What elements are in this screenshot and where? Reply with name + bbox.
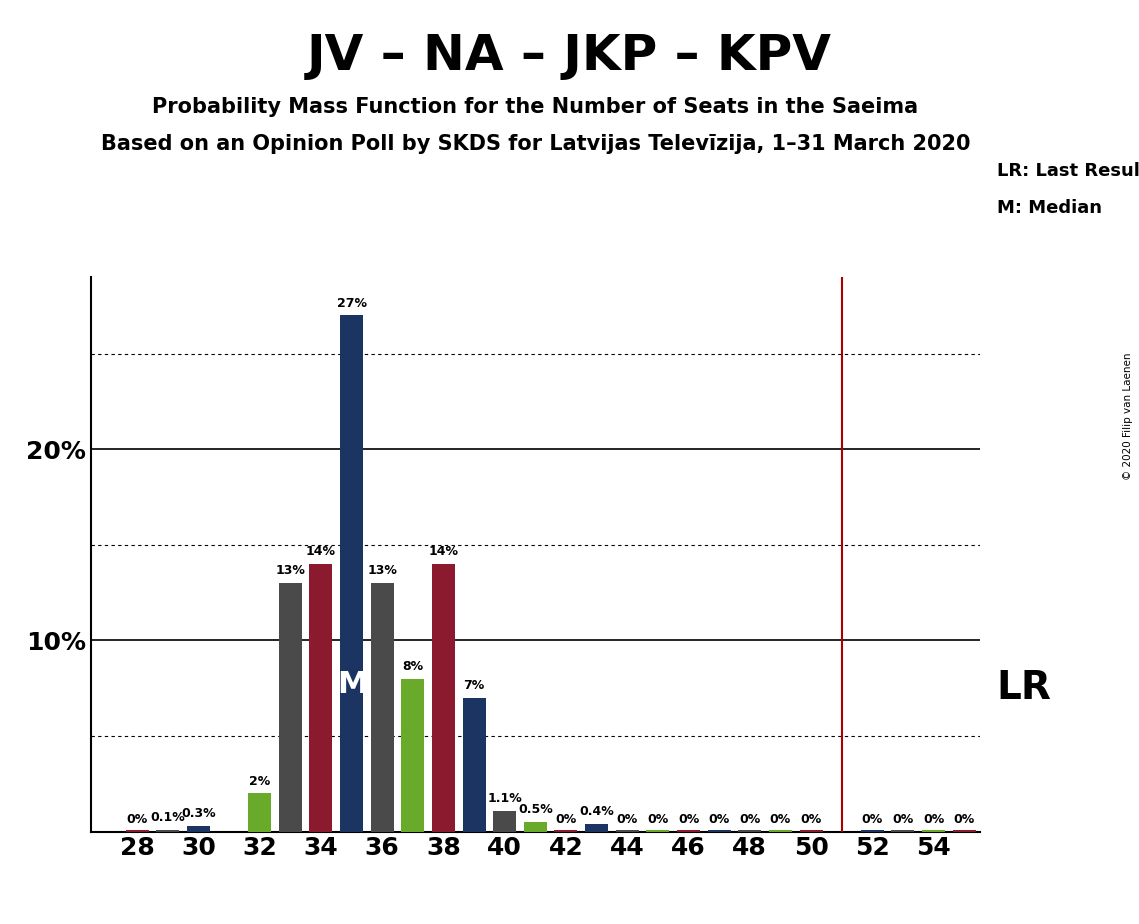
Text: 0.4%: 0.4%	[580, 805, 614, 819]
Bar	[646, 830, 670, 832]
Text: © 2020 Filip van Laenen: © 2020 Filip van Laenen	[1123, 352, 1133, 480]
Bar	[310, 564, 333, 832]
Bar	[524, 822, 547, 832]
Text: 0%: 0%	[892, 813, 913, 826]
Bar	[769, 830, 792, 832]
Text: LR: LR	[997, 669, 1051, 708]
Bar	[738, 830, 761, 832]
Text: 0%: 0%	[678, 813, 699, 826]
Bar	[187, 826, 210, 832]
Bar	[248, 794, 271, 832]
Text: 7%: 7%	[464, 679, 485, 692]
Text: 0%: 0%	[923, 813, 944, 826]
Text: 0%: 0%	[556, 813, 576, 826]
Text: Probability Mass Function for the Number of Seats in the Saeima: Probability Mass Function for the Number…	[153, 97, 918, 117]
Bar	[341, 315, 363, 832]
Text: JV – NA – JKP – KPV: JV – NA – JKP – KPV	[308, 32, 831, 80]
Text: 0.1%: 0.1%	[150, 811, 185, 824]
Text: 0%: 0%	[953, 813, 975, 826]
Bar	[279, 583, 302, 832]
Text: 0%: 0%	[801, 813, 821, 826]
Bar	[585, 824, 608, 832]
Bar	[156, 830, 179, 832]
Text: 0.5%: 0.5%	[518, 803, 552, 816]
Bar	[800, 830, 822, 832]
Bar	[861, 830, 884, 832]
Text: M: M	[338, 670, 368, 699]
Bar	[462, 698, 485, 832]
Bar	[432, 564, 454, 832]
Text: 13%: 13%	[276, 565, 305, 578]
Text: 1.1%: 1.1%	[487, 792, 522, 805]
Text: 8%: 8%	[402, 660, 424, 673]
Text: 14%: 14%	[428, 545, 458, 558]
Bar	[923, 830, 945, 832]
Text: 0%: 0%	[770, 813, 792, 826]
Bar	[616, 830, 639, 832]
Text: 0%: 0%	[126, 813, 148, 826]
Text: 0%: 0%	[616, 813, 638, 826]
Text: 13%: 13%	[367, 565, 398, 578]
Text: LR: Last Result: LR: Last Result	[997, 162, 1139, 180]
Text: 0%: 0%	[647, 813, 669, 826]
Text: 0%: 0%	[739, 813, 761, 826]
Text: 0%: 0%	[862, 813, 883, 826]
Bar	[555, 830, 577, 832]
Bar	[677, 830, 700, 832]
Text: Based on an Opinion Poll by SKDS for Latvijas Televīzija, 1–31 March 2020: Based on an Opinion Poll by SKDS for Lat…	[100, 134, 970, 154]
Text: 2%: 2%	[249, 774, 270, 787]
Text: M: Median: M: Median	[997, 199, 1101, 217]
Text: 14%: 14%	[306, 545, 336, 558]
Bar	[707, 830, 730, 832]
Text: 0%: 0%	[708, 813, 730, 826]
Bar	[952, 830, 976, 832]
Bar	[493, 810, 516, 832]
Bar	[370, 583, 394, 832]
Bar	[892, 830, 915, 832]
Text: 0.3%: 0.3%	[181, 808, 215, 821]
Bar	[401, 678, 424, 832]
Bar	[125, 830, 148, 832]
Text: 27%: 27%	[336, 297, 367, 310]
